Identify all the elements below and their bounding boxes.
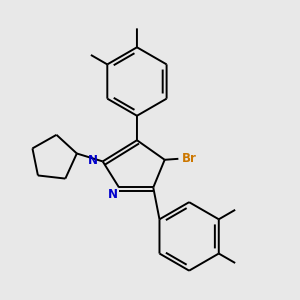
Text: N: N (107, 188, 118, 201)
Text: Br: Br (182, 152, 196, 165)
Text: N: N (88, 154, 98, 167)
